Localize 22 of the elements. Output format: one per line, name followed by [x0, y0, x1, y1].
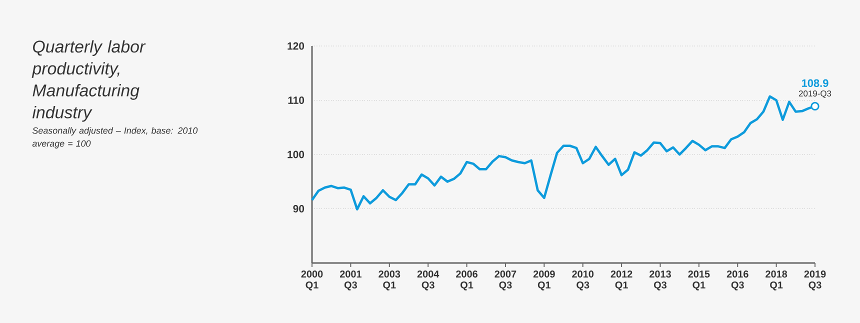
x-tick-label: 2001 Q3	[340, 270, 362, 290]
x-tick-label: 2016 Q3	[726, 270, 748, 290]
annotation: 2019-Q3	[798, 90, 832, 98]
x-tick-label: 2013 Q3	[650, 270, 671, 290]
x-tick-label: 2019 Q3	[804, 270, 826, 290]
x-tick-label: 2009 Q1	[533, 270, 555, 290]
x-tick-label: 2015 Q1	[688, 270, 710, 290]
x-tick-label: 2010 Q3	[572, 270, 594, 290]
y-tick-label: 100	[288, 150, 304, 158]
y-tick-label: 90	[293, 205, 304, 212]
text: Seasonally adjusted – Index, base: 2010 average = 100	[32, 127, 198, 148]
x-tick-label: 2012 Q1	[610, 270, 632, 290]
x-tick-label: 2006 Q1	[456, 270, 478, 290]
x-tick-label: 2000 Q1	[301, 270, 323, 290]
x-tick-label: 2018 Q1	[766, 270, 788, 290]
x-tick-label: 2004 Q3	[417, 270, 440, 290]
x-tick-label: 2007 Q3	[494, 270, 516, 290]
text: Quarterly labor productivity, Manufacturing industry	[32, 40, 146, 122]
y-tick-label: 110	[288, 96, 304, 104]
y-tick-label: 120	[288, 42, 304, 50]
data-label: 108.9	[802, 79, 828, 88]
x-tick-label: 2003 Q1	[378, 270, 400, 290]
